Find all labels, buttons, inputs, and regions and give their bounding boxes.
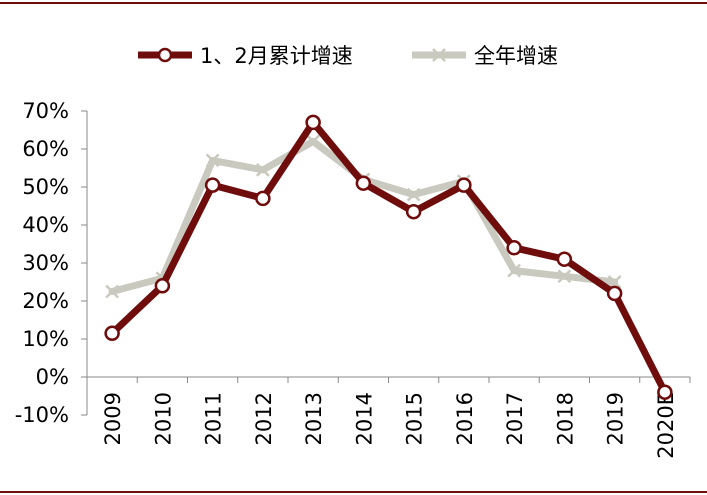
data-point-series-1 — [556, 251, 573, 267]
legend-marker-series-2 — [432, 48, 446, 62]
y-tick-label: -10% — [15, 403, 69, 427]
y-tick-label: 60% — [22, 137, 69, 161]
x-tick-label: 2017 — [503, 392, 527, 445]
y-tick-label: 30% — [22, 251, 69, 275]
data-point-series-1 — [154, 278, 171, 294]
data-point-series-1 — [606, 285, 623, 302]
y-tick-label: 50% — [22, 175, 69, 199]
legend-label-series-1: 1、2月累计增速 — [200, 44, 353, 68]
y-tick-label: 20% — [22, 289, 69, 313]
x-tick-label: 2011 — [202, 392, 226, 445]
data-point-series-2 — [205, 153, 220, 168]
data-point-series-2 — [557, 269, 572, 284]
x-tick-label: 2012 — [252, 392, 276, 445]
x-tick-label: 2010 — [151, 392, 175, 445]
data-point-series-1 — [405, 203, 422, 220]
data-point-series-2 — [255, 163, 270, 177]
data-point-series-1 — [355, 175, 372, 191]
legend-label-series-2: 全年增速 — [474, 44, 558, 68]
y-tick-label: 10% — [22, 327, 69, 351]
legend-item-series-1: 1、2月累计增速 — [138, 44, 353, 68]
x-tick-label: 2018 — [553, 392, 577, 445]
x-tick-label: 2009 — [101, 392, 125, 445]
data-point-series-2 — [406, 187, 421, 202]
x-tick-label: 2013 — [302, 392, 326, 445]
series-1 — [104, 114, 673, 400]
data-point-series-1 — [104, 325, 120, 342]
x-tick-label: 2015 — [403, 392, 427, 445]
series-line-1 — [108, 118, 669, 396]
series-layer — [104, 114, 673, 400]
legend-marker-series-1 — [157, 47, 173, 63]
x-tick-label: 2019 — [604, 392, 628, 445]
data-point-series-1 — [506, 240, 522, 256]
data-point-series-2 — [105, 284, 120, 299]
axes: 70% 60% 50% 40% 30% 20% 10% 0% -10% 2009 2010 2011 2… — [15, 99, 691, 459]
data-point-series-2 — [507, 263, 522, 278]
data-point-series-2 — [306, 134, 321, 149]
y-tick-label: 70% — [22, 99, 69, 123]
data-point-series-1 — [204, 177, 221, 193]
x-tick-label: 2020E — [654, 392, 678, 459]
legend-item-series-2: 全年增速 — [412, 44, 558, 68]
legend: 1、2月累计增速 全年增速 — [138, 44, 558, 68]
data-point-series-1 — [657, 384, 673, 400]
data-point-series-2 — [607, 275, 622, 289]
y-tick-label: 0% — [36, 365, 69, 389]
data-point-series-1 — [255, 190, 271, 207]
series-2 — [105, 134, 622, 299]
data-point-series-1 — [456, 177, 472, 193]
y-tick-label: 40% — [22, 213, 69, 237]
data-point-series-1 — [305, 114, 321, 131]
series-line-2 — [108, 137, 619, 295]
x-tick-label: 2014 — [352, 392, 376, 445]
x-tick-label: 2016 — [453, 392, 477, 445]
